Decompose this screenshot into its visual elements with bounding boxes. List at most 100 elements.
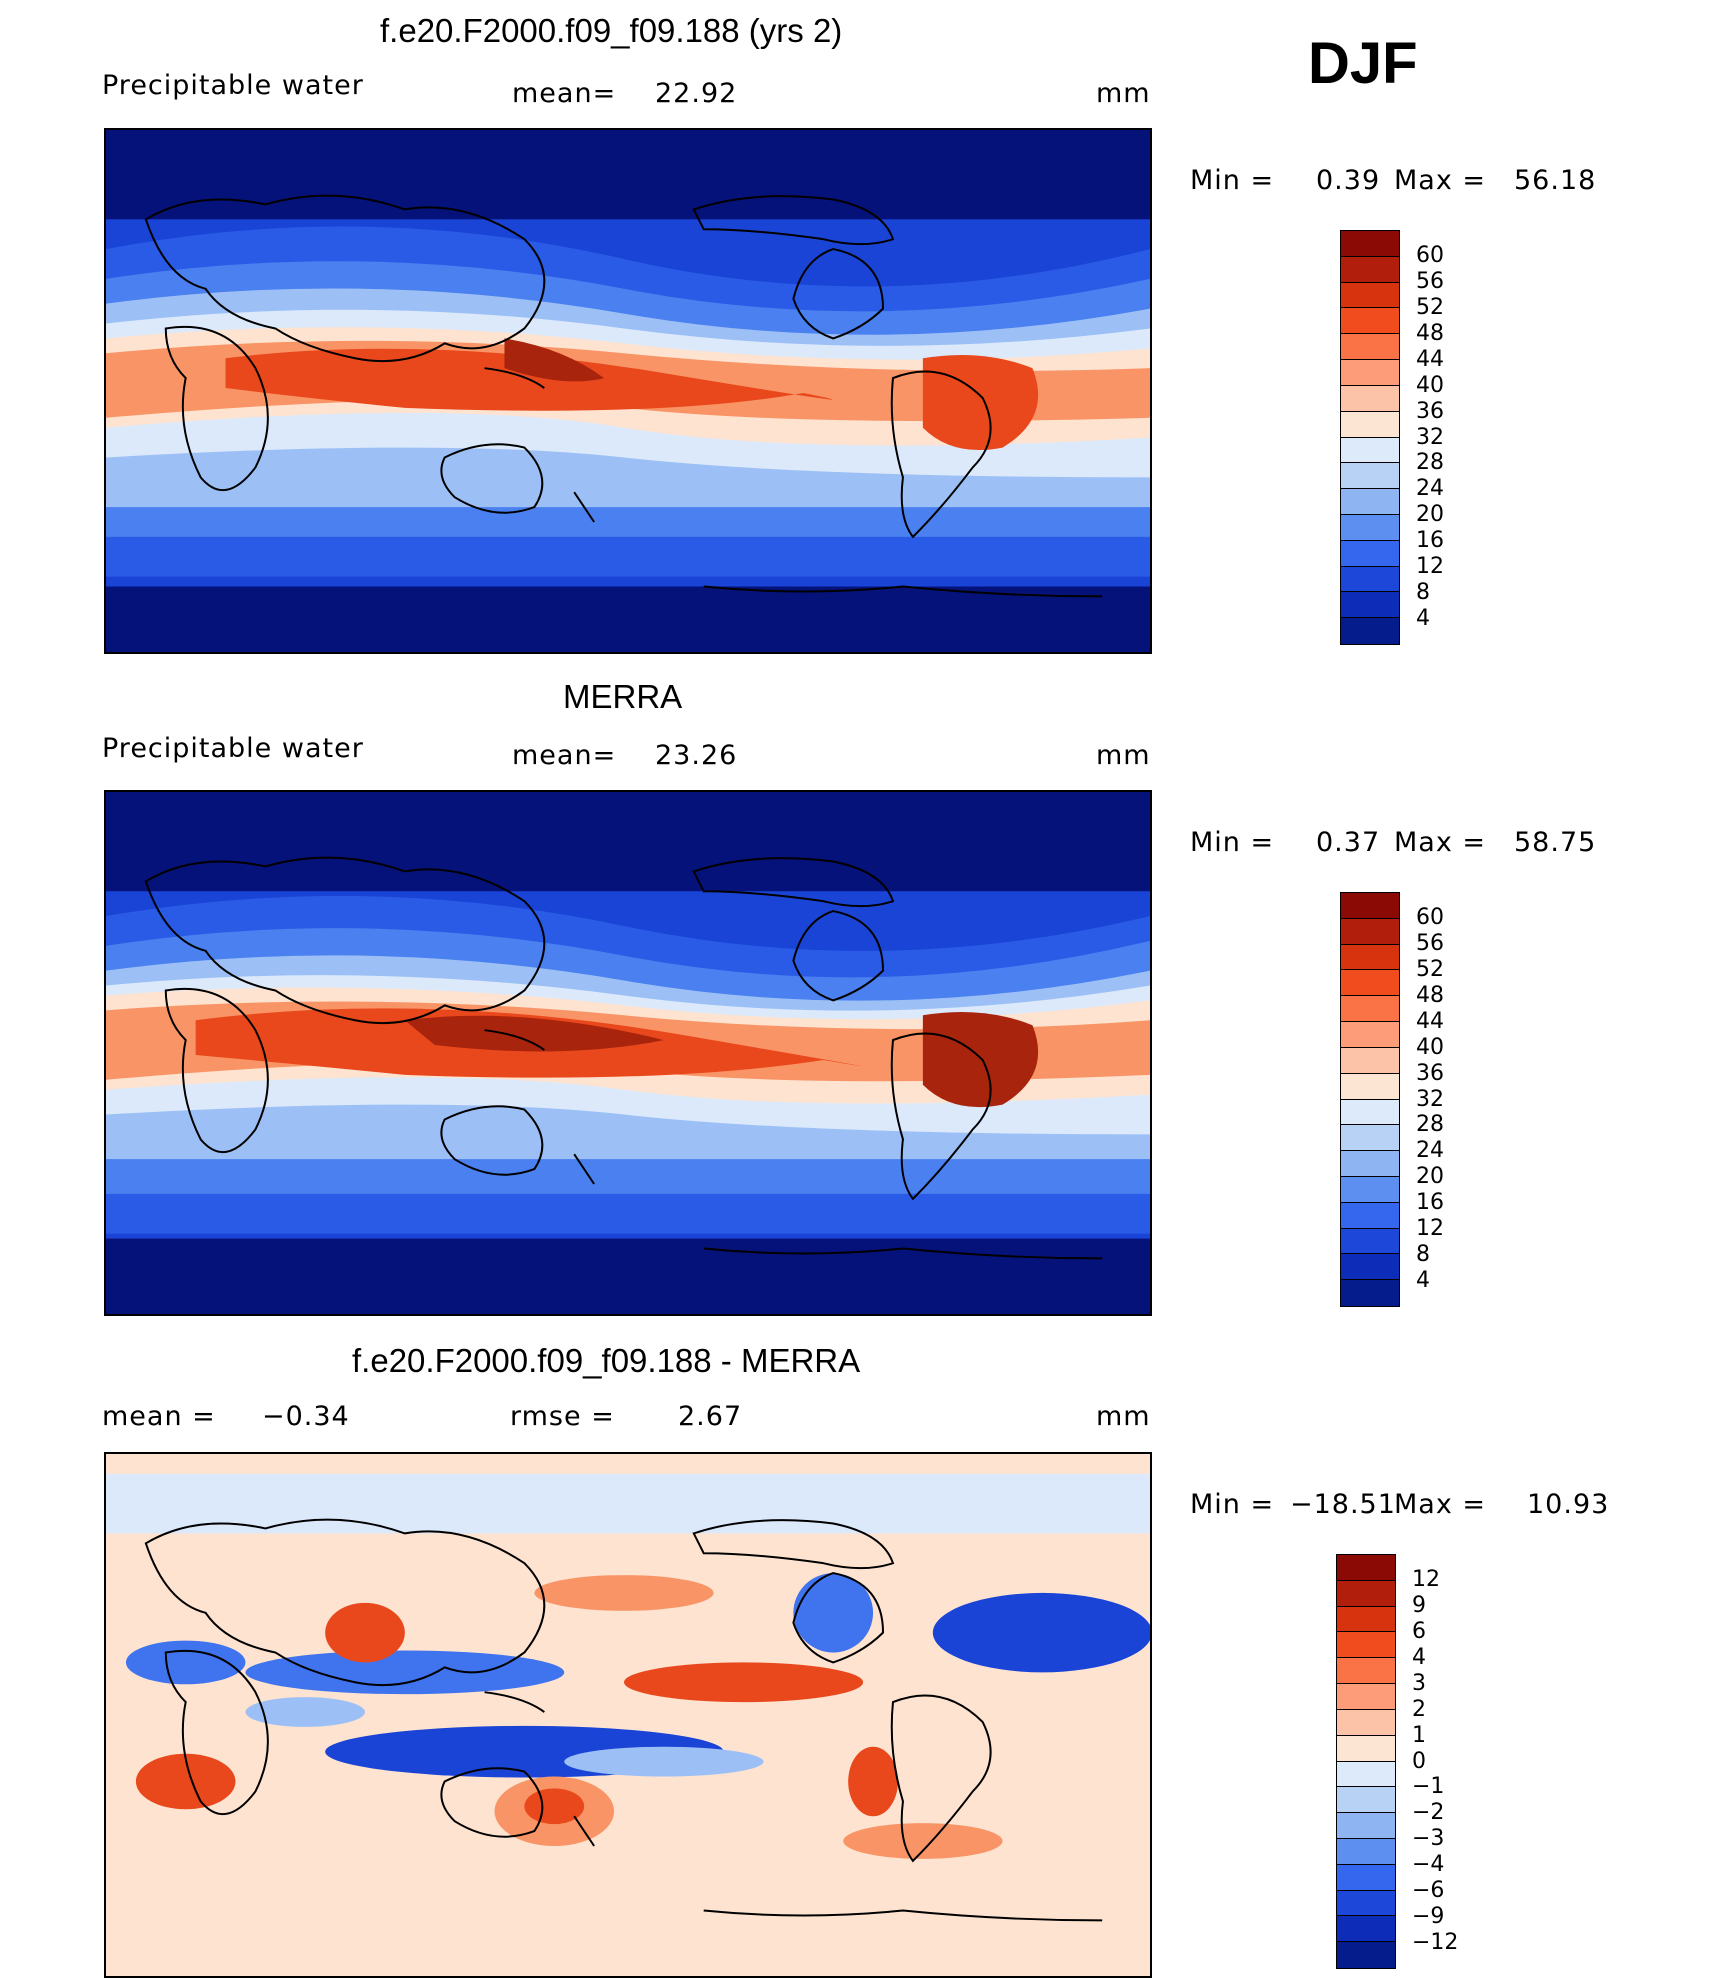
colorbar-tick-label: 32 bbox=[1416, 1086, 1444, 1112]
colorbar-swatch bbox=[1341, 1151, 1399, 1177]
colorbar-swatch bbox=[1341, 489, 1399, 515]
colorbar-swatch bbox=[1341, 282, 1399, 309]
colorbar-swatch bbox=[1341, 566, 1399, 593]
colorbar-tick-label: 40 bbox=[1416, 1034, 1444, 1060]
panel-obs-colorbar-swatches bbox=[1340, 892, 1400, 1307]
colorbar-tick-label: 0 bbox=[1412, 1748, 1426, 1774]
colorbar-tick-label: 20 bbox=[1416, 1164, 1444, 1190]
colorbar-swatch bbox=[1341, 592, 1399, 619]
colorbar-swatch bbox=[1341, 1022, 1399, 1048]
colorbar-swatch bbox=[1341, 256, 1399, 283]
colorbar-swatch bbox=[1337, 1555, 1395, 1581]
colorbar-tick-label: 3 bbox=[1412, 1670, 1426, 1696]
colorbar-swatch bbox=[1341, 540, 1399, 567]
colorbar-tick-label: 1 bbox=[1412, 1722, 1426, 1748]
colorbar-tick-label: 4 bbox=[1416, 606, 1430, 632]
colorbar-tick-label: −4 bbox=[1412, 1852, 1445, 1878]
panel-diff-max-value: 10.93 bbox=[1527, 1489, 1610, 1520]
colorbar-tick-label: 8 bbox=[1416, 1242, 1430, 1268]
colorbar-tick-label: 6 bbox=[1412, 1618, 1426, 1644]
colorbar-tick-label: 2 bbox=[1412, 1696, 1426, 1722]
panel-model-max-label: Max = bbox=[1394, 165, 1487, 196]
colorbar-tick-label: 16 bbox=[1416, 528, 1444, 554]
panel-model-title: f.e20.F2000.f09_f09.188 (yrs 2) bbox=[380, 12, 843, 49]
colorbar-tick-label: 24 bbox=[1416, 1138, 1444, 1164]
panel-diff-min-value: −18.51 bbox=[1290, 1489, 1396, 1520]
panel-diff-min-label: Min = bbox=[1190, 1489, 1275, 1520]
colorbar-tick-label: −1 bbox=[1412, 1774, 1445, 1800]
colorbar-swatch bbox=[1341, 1047, 1399, 1074]
panel-obs-min-value: 0.37 bbox=[1316, 827, 1381, 858]
colorbar-swatch bbox=[1341, 308, 1399, 335]
colorbar-swatch bbox=[1341, 1073, 1399, 1100]
colorbar-swatch bbox=[1341, 437, 1399, 464]
colorbar-tick-label: 9 bbox=[1412, 1592, 1426, 1618]
panel-obs-mean-label: mean= bbox=[512, 740, 617, 771]
panel-model-mean-label: mean= bbox=[512, 78, 617, 109]
colorbar-tick-label: 36 bbox=[1416, 1060, 1444, 1086]
season-label: DJF bbox=[1308, 31, 1418, 96]
panel-diff-colorbar-swatches bbox=[1336, 1554, 1396, 1969]
colorbar-tick-label: 4 bbox=[1412, 1644, 1426, 1670]
colorbar-tick-label: 24 bbox=[1416, 476, 1444, 502]
colorbar-swatch bbox=[1341, 411, 1399, 438]
colorbar-tick-label: 52 bbox=[1416, 294, 1444, 320]
colorbar-tick-label: 44 bbox=[1416, 346, 1444, 372]
colorbar-swatch bbox=[1337, 1813, 1395, 1839]
colorbar-swatch bbox=[1337, 1864, 1395, 1891]
colorbar-tick-label: 44 bbox=[1416, 1008, 1444, 1034]
colorbar-tick-label: 4 bbox=[1416, 1268, 1430, 1294]
colorbar-tick-label: 28 bbox=[1416, 450, 1444, 476]
panel-model-map bbox=[104, 128, 1152, 654]
colorbar-swatch bbox=[1341, 463, 1399, 490]
colorbar-swatch bbox=[1337, 1890, 1395, 1917]
panel-obs-title: MERRA bbox=[563, 678, 683, 715]
colorbar-swatch bbox=[1341, 1202, 1399, 1229]
colorbar-swatch bbox=[1337, 1606, 1395, 1633]
colorbar-swatch bbox=[1337, 1658, 1395, 1685]
panel-diff-map bbox=[104, 1452, 1152, 1978]
colorbar-swatch bbox=[1341, 1125, 1399, 1152]
colorbar-swatch bbox=[1341, 944, 1399, 971]
panel-model-min-value: 0.39 bbox=[1316, 165, 1381, 196]
colorbar-swatch bbox=[1341, 970, 1399, 997]
colorbar-swatch bbox=[1341, 1280, 1399, 1306]
colorbar-swatch bbox=[1337, 1684, 1395, 1710]
colorbar-tick-label: 60 bbox=[1416, 242, 1444, 268]
colorbar-swatch bbox=[1337, 1916, 1395, 1943]
colorbar-tick-label: 28 bbox=[1416, 1112, 1444, 1138]
colorbar-tick-label: 56 bbox=[1416, 268, 1444, 294]
colorbar-tick-label: 8 bbox=[1416, 580, 1430, 606]
panel-model-map-svg bbox=[106, 130, 1150, 652]
colorbar-tick-label: −2 bbox=[1412, 1800, 1445, 1826]
panel-obs-units: mm bbox=[1096, 740, 1151, 771]
panel-diff-max-label: Max = bbox=[1394, 1489, 1487, 1520]
colorbar-swatch bbox=[1341, 918, 1399, 945]
colorbar-swatch bbox=[1337, 1761, 1395, 1788]
colorbar-tick-label: 20 bbox=[1416, 502, 1444, 528]
panel-diff-rmse-value: 2.67 bbox=[678, 1401, 743, 1432]
colorbar-swatch bbox=[1337, 1787, 1395, 1814]
panel-diff-mean-label: mean = bbox=[102, 1401, 216, 1432]
panel-obs-max-value: 58.75 bbox=[1514, 827, 1597, 858]
panel-model-variable: Precipitable water bbox=[102, 70, 364, 101]
colorbar-swatch bbox=[1341, 893, 1399, 919]
colorbar-swatch bbox=[1341, 360, 1399, 386]
colorbar-swatch bbox=[1341, 1099, 1399, 1126]
colorbar-swatch bbox=[1341, 618, 1399, 644]
colorbar-tick-label: −9 bbox=[1412, 1904, 1445, 1930]
colorbar-tick-label: 48 bbox=[1416, 320, 1444, 346]
colorbar-swatch bbox=[1337, 1632, 1395, 1659]
colorbar-swatch bbox=[1341, 514, 1399, 541]
colorbar-swatch bbox=[1341, 231, 1399, 257]
colorbar-swatch bbox=[1337, 1735, 1395, 1762]
colorbar-swatch bbox=[1337, 1838, 1395, 1865]
colorbar-tick-label: 56 bbox=[1416, 930, 1444, 956]
colorbar-swatch bbox=[1337, 1709, 1395, 1736]
panel-model-max-value: 56.18 bbox=[1514, 165, 1597, 196]
colorbar-swatch bbox=[1341, 996, 1399, 1023]
colorbar-swatch bbox=[1341, 334, 1399, 361]
colorbar-tick-label: 12 bbox=[1412, 1566, 1440, 1592]
colorbar-tick-label: −3 bbox=[1412, 1826, 1445, 1852]
colorbar-tick-label: −6 bbox=[1412, 1878, 1445, 1904]
